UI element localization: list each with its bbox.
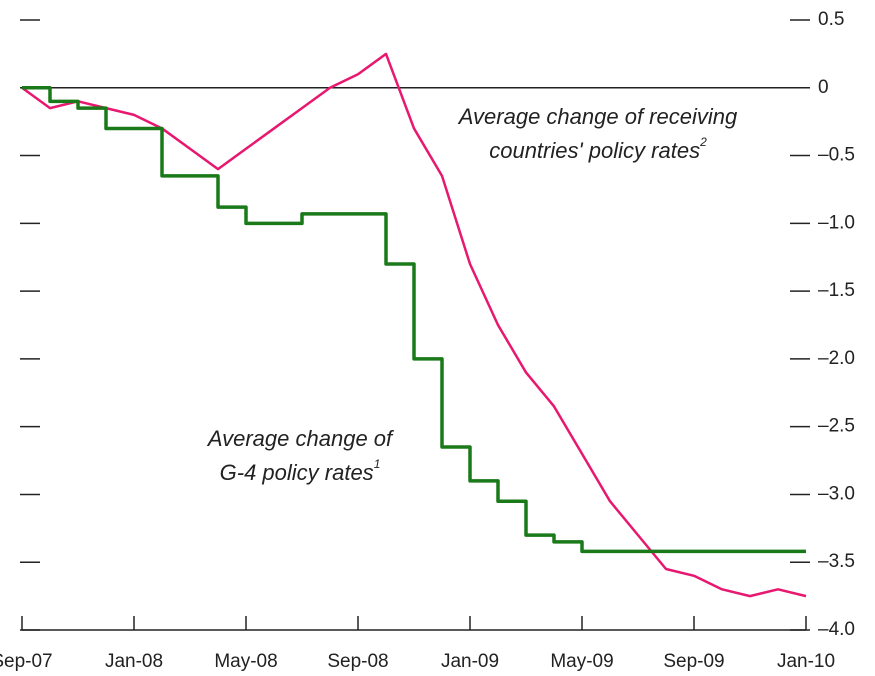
y-tick-label: –2.5	[818, 416, 855, 437]
y-tick-label: –3.5	[818, 551, 855, 572]
annotation-sup: 1	[374, 457, 381, 471]
annotation-text: Average change of	[206, 426, 395, 451]
y-tick-label: –3.0	[818, 483, 855, 504]
series-line	[21, 52, 807, 598]
annotation: Average change of	[206, 426, 395, 451]
x-tick-label: Jan-08	[105, 651, 163, 672]
annotation: G-4 policy rates1	[220, 457, 381, 485]
y-tick-label: 0.5	[818, 9, 844, 30]
annotation-text: countries' policy rates	[489, 138, 700, 163]
annotation-text: G-4 policy rates	[220, 460, 374, 485]
x-tick-label: May-09	[550, 651, 613, 672]
y-tick-label: –1.5	[818, 280, 855, 301]
annotation-text: Average change of receiving	[457, 104, 738, 129]
x-tick-label: Jan-10	[777, 651, 835, 672]
x-tick-label: Jan-09	[441, 651, 499, 672]
series-line	[22, 86, 806, 554]
annotation: countries' policy rates2	[489, 135, 707, 163]
y-tick-label: –2.0	[818, 348, 855, 369]
x-tick-label: Sep-07	[0, 651, 53, 672]
x-tick-label: Sep-09	[663, 651, 724, 672]
y-tick-label: –4.0	[818, 619, 855, 640]
x-tick-label: Sep-08	[327, 651, 388, 672]
annotation-sup: 2	[699, 135, 707, 149]
annotation: Average change of receiving	[457, 104, 738, 129]
y-tick-label: 0	[818, 77, 829, 98]
y-tick-label: –0.5	[818, 145, 855, 166]
x-tick-label: May-08	[214, 651, 277, 672]
y-tick-label: –1.0	[818, 212, 855, 233]
